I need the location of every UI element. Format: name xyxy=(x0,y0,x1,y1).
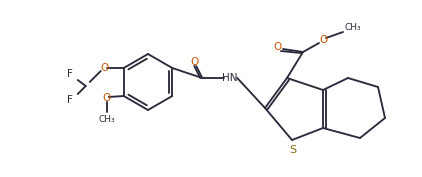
Text: CH₃: CH₃ xyxy=(98,116,115,124)
Text: F: F xyxy=(67,95,73,105)
Text: O: O xyxy=(100,63,109,73)
Text: O: O xyxy=(190,57,198,67)
Text: O: O xyxy=(319,35,327,45)
Text: HN: HN xyxy=(222,73,238,83)
Text: O: O xyxy=(103,93,111,103)
Text: CH₃: CH₃ xyxy=(345,24,361,33)
Text: O: O xyxy=(274,42,282,52)
Text: S: S xyxy=(289,145,297,155)
Text: F: F xyxy=(67,69,73,79)
